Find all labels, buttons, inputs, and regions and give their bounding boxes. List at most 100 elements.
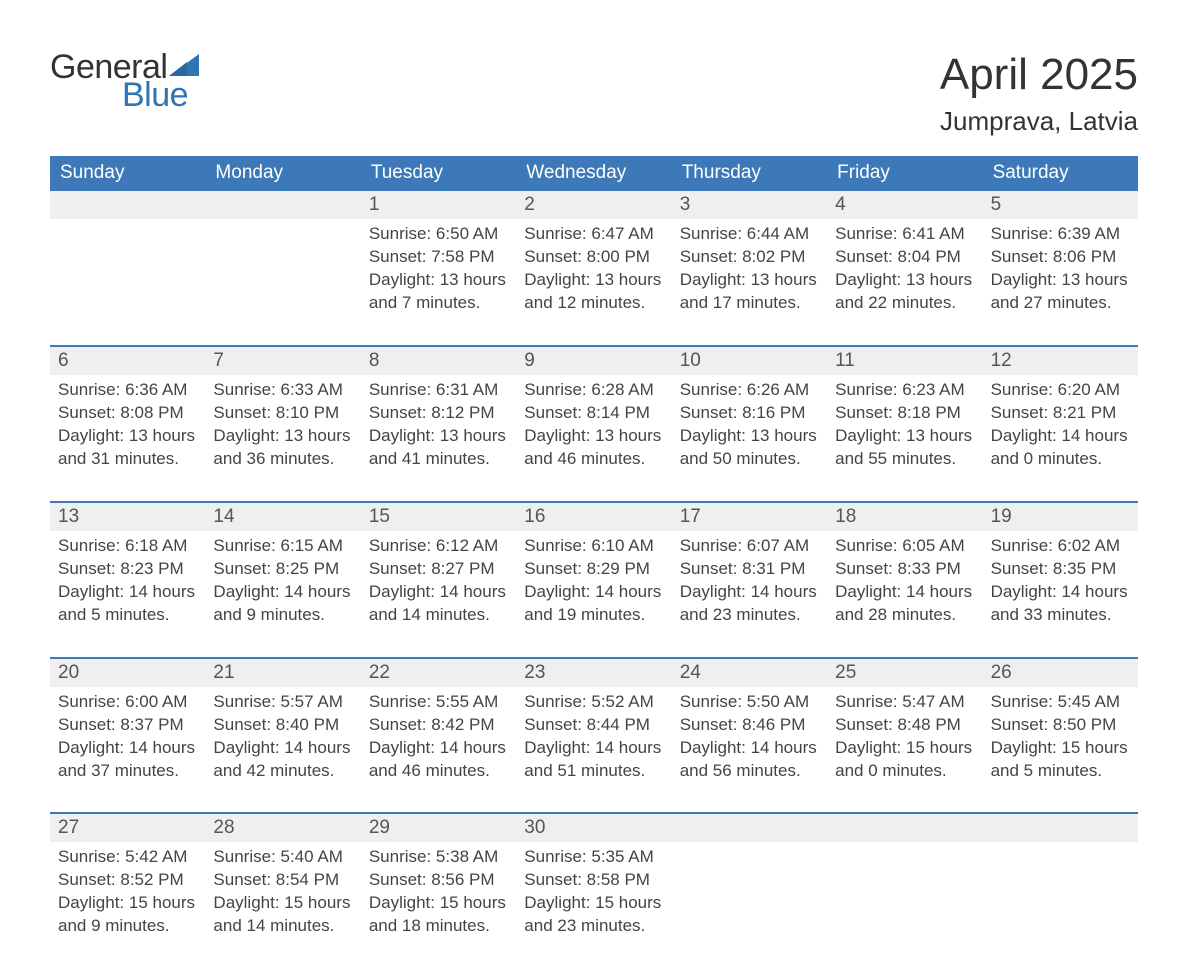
date-number-cell: 25: [827, 659, 982, 687]
day-info-cell: Sunrise: 6:47 AMSunset: 8:00 PMDaylight:…: [516, 219, 671, 345]
calendar-week: 13141516171819Sunrise: 6:18 AMSunset: 8:…: [50, 501, 1138, 657]
sunrise-line: Sunrise: 6:10 AM: [524, 535, 663, 558]
date-number-cell: [672, 814, 827, 842]
sunrise-line: Sunrise: 6:36 AM: [58, 379, 197, 402]
day-info-cell: [672, 842, 827, 948]
date-number-cell: 7: [205, 347, 360, 375]
calendar-week: 6789101112Sunrise: 6:36 AMSunset: 8:08 P…: [50, 345, 1138, 501]
sunset-line: Sunset: 8:02 PM: [680, 246, 819, 269]
date-number-cell: 13: [50, 503, 205, 531]
daylight-line-1: Daylight: 13 hours: [524, 425, 663, 448]
sunrise-line: Sunrise: 5:47 AM: [835, 691, 974, 714]
day-info-cell: Sunrise: 5:50 AMSunset: 8:46 PMDaylight:…: [672, 687, 827, 813]
day-info-cell: Sunrise: 6:15 AMSunset: 8:25 PMDaylight:…: [205, 531, 360, 657]
sunrise-line: Sunrise: 6:02 AM: [991, 535, 1130, 558]
sunrise-line: Sunrise: 6:41 AM: [835, 223, 974, 246]
daylight-line-1: Daylight: 14 hours: [524, 737, 663, 760]
daylight-line-2: and 51 minutes.: [524, 760, 663, 783]
daylight-line-2: and 23 minutes.: [680, 604, 819, 627]
day-info-cell: Sunrise: 6:41 AMSunset: 8:04 PMDaylight:…: [827, 219, 982, 345]
daylight-line-2: and 22 minutes.: [835, 292, 974, 315]
weeks-container: 12345Sunrise: 6:50 AMSunset: 7:58 PMDayl…: [50, 191, 1138, 948]
day-info-cell: Sunrise: 5:45 AMSunset: 8:50 PMDaylight:…: [983, 687, 1138, 813]
date-number-cell: 30: [516, 814, 671, 842]
day-info-cell: Sunrise: 6:07 AMSunset: 8:31 PMDaylight:…: [672, 531, 827, 657]
sunrise-line: Sunrise: 6:20 AM: [991, 379, 1130, 402]
sunset-line: Sunset: 8:25 PM: [213, 558, 352, 581]
daylight-line-1: Daylight: 14 hours: [58, 737, 197, 760]
sunset-line: Sunset: 8:46 PM: [680, 714, 819, 737]
daylight-line-1: Daylight: 14 hours: [369, 581, 508, 604]
date-number-cell: 3: [672, 191, 827, 219]
day-info-cell: Sunrise: 6:44 AMSunset: 8:02 PMDaylight:…: [672, 219, 827, 345]
daylight-line-1: Daylight: 15 hours: [213, 892, 352, 915]
daylight-line-2: and 50 minutes.: [680, 448, 819, 471]
daylight-line-2: and 27 minutes.: [991, 292, 1130, 315]
date-number-cell: 14: [205, 503, 360, 531]
sunset-line: Sunset: 8:00 PM: [524, 246, 663, 269]
sunrise-line: Sunrise: 6:26 AM: [680, 379, 819, 402]
date-number-cell: 28: [205, 814, 360, 842]
weekday-header-cell: Monday: [205, 156, 360, 191]
sunrise-line: Sunrise: 6:15 AM: [213, 535, 352, 558]
daylight-line-1: Daylight: 13 hours: [524, 269, 663, 292]
daylight-line-1: Daylight: 15 hours: [991, 737, 1130, 760]
daylight-line-1: Daylight: 14 hours: [835, 581, 974, 604]
day-info-cell: Sunrise: 5:42 AMSunset: 8:52 PMDaylight:…: [50, 842, 205, 948]
day-info-cell: Sunrise: 5:38 AMSunset: 8:56 PMDaylight:…: [361, 842, 516, 948]
sunset-line: Sunset: 8:12 PM: [369, 402, 508, 425]
weekday-header-cell: Wednesday: [516, 156, 671, 191]
sunrise-line: Sunrise: 6:44 AM: [680, 223, 819, 246]
sunset-line: Sunset: 7:58 PM: [369, 246, 508, 269]
sunset-line: Sunset: 8:42 PM: [369, 714, 508, 737]
daylight-line-2: and 33 minutes.: [991, 604, 1130, 627]
date-number-cell: 21: [205, 659, 360, 687]
daylight-line-2: and 28 minutes.: [835, 604, 974, 627]
day-info-cell: Sunrise: 5:47 AMSunset: 8:48 PMDaylight:…: [827, 687, 982, 813]
day-info-cell: [50, 219, 205, 345]
sunset-line: Sunset: 8:06 PM: [991, 246, 1130, 269]
sunrise-line: Sunrise: 6:39 AM: [991, 223, 1130, 246]
sunset-line: Sunset: 8:52 PM: [58, 869, 197, 892]
sunset-line: Sunset: 8:10 PM: [213, 402, 352, 425]
sunrise-line: Sunrise: 6:47 AM: [524, 223, 663, 246]
daylight-line-2: and 9 minutes.: [213, 604, 352, 627]
daylight-line-2: and 9 minutes.: [58, 915, 197, 938]
daylight-line-1: Daylight: 14 hours: [991, 425, 1130, 448]
day-info-cell: Sunrise: 6:33 AMSunset: 8:10 PMDaylight:…: [205, 375, 360, 501]
date-number-cell: [983, 814, 1138, 842]
date-number-cell: 24: [672, 659, 827, 687]
day-info-cell: Sunrise: 6:36 AMSunset: 8:08 PMDaylight:…: [50, 375, 205, 501]
sunrise-line: Sunrise: 6:28 AM: [524, 379, 663, 402]
date-number-cell: 19: [983, 503, 1138, 531]
daylight-line-1: Daylight: 14 hours: [369, 737, 508, 760]
calendar-week: 12345Sunrise: 6:50 AMSunset: 7:58 PMDayl…: [50, 191, 1138, 345]
day-info-cell: Sunrise: 6:39 AMSunset: 8:06 PMDaylight:…: [983, 219, 1138, 345]
date-number-cell: [827, 814, 982, 842]
date-number-cell: 15: [361, 503, 516, 531]
daylight-line-1: Daylight: 15 hours: [58, 892, 197, 915]
day-info-cell: [983, 842, 1138, 948]
date-number-cell: 26: [983, 659, 1138, 687]
date-number-cell: 17: [672, 503, 827, 531]
date-number-cell: 20: [50, 659, 205, 687]
brand-logo: General Blue: [50, 50, 199, 112]
sunrise-line: Sunrise: 6:00 AM: [58, 691, 197, 714]
day-info-cell: Sunrise: 6:00 AMSunset: 8:37 PMDaylight:…: [50, 687, 205, 813]
sunrise-line: Sunrise: 5:40 AM: [213, 846, 352, 869]
daylight-line-1: Daylight: 14 hours: [213, 581, 352, 604]
daylight-line-2: and 56 minutes.: [680, 760, 819, 783]
date-number-cell: 11: [827, 347, 982, 375]
daylight-line-1: Daylight: 14 hours: [991, 581, 1130, 604]
date-number-cell: 12: [983, 347, 1138, 375]
day-info-cell: Sunrise: 6:20 AMSunset: 8:21 PMDaylight:…: [983, 375, 1138, 501]
sunrise-line: Sunrise: 6:12 AM: [369, 535, 508, 558]
date-number-cell: 18: [827, 503, 982, 531]
daylight-line-1: Daylight: 13 hours: [991, 269, 1130, 292]
sunset-line: Sunset: 8:48 PM: [835, 714, 974, 737]
sunrise-line: Sunrise: 6:05 AM: [835, 535, 974, 558]
daylight-line-2: and 5 minutes.: [991, 760, 1130, 783]
daylight-line-2: and 18 minutes.: [369, 915, 508, 938]
daylight-line-1: Daylight: 13 hours: [835, 269, 974, 292]
sunset-line: Sunset: 8:37 PM: [58, 714, 197, 737]
